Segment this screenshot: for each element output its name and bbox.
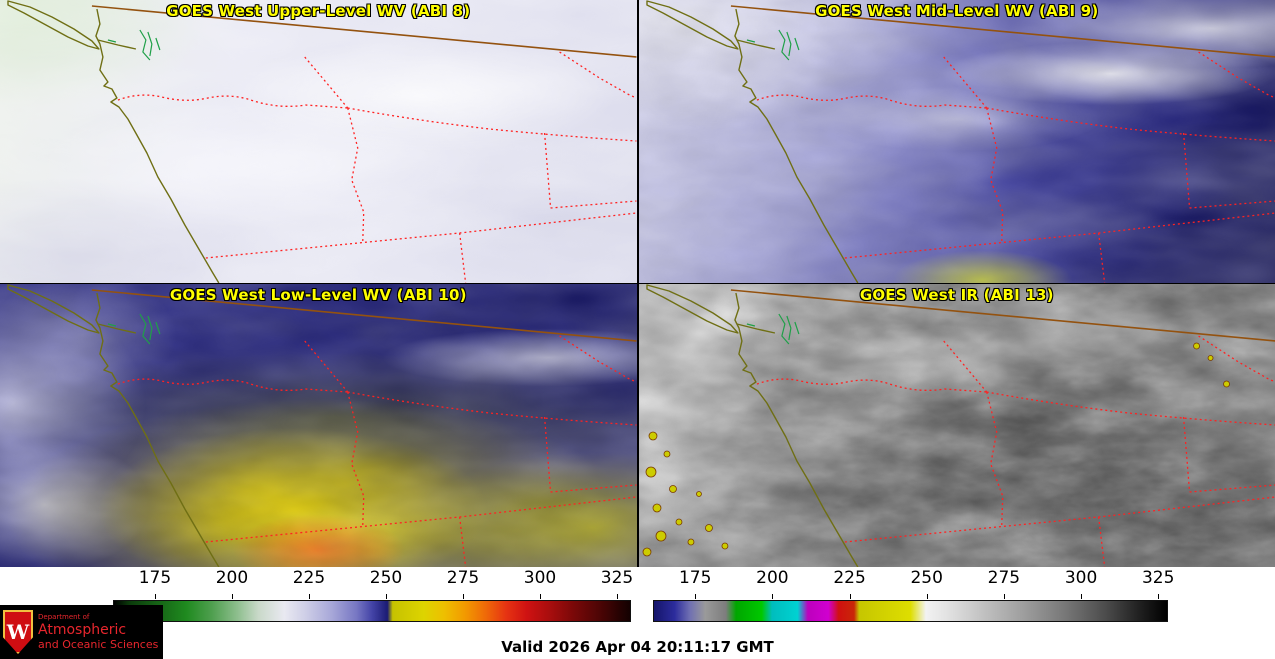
colorbar-tick-mark [1003, 594, 1005, 599]
logo-line1: Atmospheric [38, 622, 127, 638]
dark-texture [638, 284, 1275, 567]
panel-title-abi13: GOES West IR (ABI 13) [859, 286, 1054, 304]
colorbar-tick-mark [1158, 594, 1160, 599]
colorbar-tick-mark [308, 594, 310, 599]
colorbar-tick-label: 200 [215, 568, 249, 588]
colorbar-tick-label: 175 [678, 568, 712, 588]
uw-aos-logo: W Department of Atmospheric and Oceanic … [0, 605, 163, 659]
panel-upper-level-wv: GOES West Upper-Level WV (ABI 8) [0, 0, 637, 283]
map-overlay-abi13 [638, 284, 1275, 567]
colorbar-tick-mark [1081, 594, 1083, 599]
ir-colorbar: 175 200 225 250 275 300 325 [653, 567, 1174, 627]
colorbar-tick-mark [695, 594, 697, 599]
logo-dept-line: Department of [38, 613, 90, 621]
satellite-panels-grid: GOES West Upper-Level WV (ABI 8) GOES We… [0, 0, 1275, 567]
colorbar-tick-mark [154, 594, 156, 599]
colorbar-tick-mark [849, 594, 851, 599]
colorbar-tick-label: 300 [1064, 568, 1098, 588]
colorbar-tick-label: 250 [369, 568, 403, 588]
panel-mid-level-wv: GOES West Mid-Level WV (ABI 9) [638, 0, 1275, 283]
map-overlay-abi8 [0, 0, 637, 283]
cloud-texture [0, 0, 637, 283]
colorbar-tick-mark [385, 594, 387, 599]
legend-footer: 175 200 225 250 275 300 325 175 200 225 250 275 300… [0, 567, 1275, 659]
ir-colorbar-gradient [653, 600, 1168, 622]
colorbar-tick-mark [231, 594, 233, 599]
wv-colorbar: 175 200 225 250 275 300 325 [113, 567, 634, 627]
uw-aos-logo-text: Department of Atmospheric and Oceanic Sc… [38, 613, 158, 651]
colorbar-tick-label: 275 [446, 568, 480, 588]
valid-time-label: Valid 2026 Apr 04 20:11:17 GMT [501, 638, 774, 656]
colorbar-tick-label: 300 [523, 568, 557, 588]
colorbar-tick-mark [772, 594, 774, 599]
panel-title-abi8: GOES West Upper-Level WV (ABI 8) [166, 2, 471, 20]
panel-title-abi10: GOES West Low-Level WV (ABI 10) [169, 286, 467, 304]
panel-low-level-wv: GOES West Low-Level WV (ABI 10) [0, 284, 637, 567]
colorbar-tick-mark [926, 594, 928, 599]
colorbar-tick-label: 225 [292, 568, 326, 588]
colorbar-tick-mark [462, 594, 464, 599]
wv-colorbar-gradient [113, 600, 631, 622]
dark-texture [0, 284, 637, 567]
logo-line2: and Oceanic Sciences [38, 638, 159, 651]
colorbar-tick-label: 200 [756, 568, 789, 588]
colorbar-tick-mark [617, 594, 618, 599]
colorbar-tick-label: 325 [600, 568, 634, 588]
colorbar-tick-label: 275 [987, 568, 1021, 588]
colorbar-tick-label: 225 [833, 568, 866, 588]
panel-ir: GOES West IR (ABI 13) [638, 284, 1275, 567]
colorbar-tick-label: 250 [910, 568, 943, 588]
colorbar-tick-label: 175 [138, 568, 172, 588]
panel-title-abi9: GOES West Mid-Level WV (ABI 9) [815, 2, 1099, 20]
colorbar-tick-mark [540, 594, 541, 599]
map-overlay-abi9 [638, 0, 1275, 283]
map-overlay-abi10 [0, 284, 637, 567]
colorbar-tick-label: 325 [1141, 568, 1175, 588]
dark-texture [638, 0, 1275, 283]
